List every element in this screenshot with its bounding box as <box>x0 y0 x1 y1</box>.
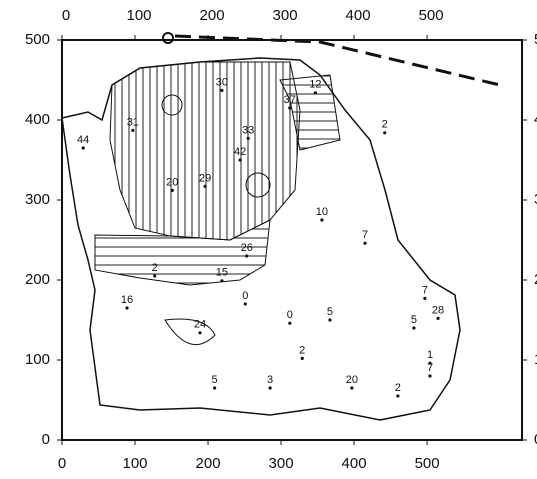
sample-point <box>243 302 247 306</box>
sample-point <box>350 386 354 390</box>
sample-point <box>412 326 416 330</box>
sample-point <box>320 218 324 222</box>
hatched-band <box>94 219 271 286</box>
x-tick-label: 300 <box>269 455 294 472</box>
point-label: 26 <box>241 242 253 254</box>
point-label: 0 <box>287 309 293 321</box>
y-tick-label: 300 <box>534 191 537 208</box>
sample-point <box>125 306 129 310</box>
sample-point <box>288 321 292 325</box>
x-tick-label: 500 <box>419 7 444 24</box>
sample-point <box>131 128 135 132</box>
marker <box>162 32 174 44</box>
point-label: 7 <box>362 229 368 241</box>
sample-point <box>245 254 249 258</box>
plot-frame <box>61 39 523 441</box>
sample-point <box>396 394 400 398</box>
point-label: 30 <box>216 76 228 88</box>
contour <box>161 94 183 116</box>
sample-point <box>288 106 292 110</box>
point-label: 5 <box>327 306 333 318</box>
hatched-band <box>279 74 341 151</box>
sample-point <box>246 136 250 140</box>
hatched-area <box>109 61 301 241</box>
sample-point <box>328 318 332 322</box>
sample-point <box>220 279 224 283</box>
sample-point <box>268 386 272 390</box>
point-label: 15 <box>216 267 228 279</box>
point-label: 10 <box>316 206 328 218</box>
sample-point <box>300 356 304 360</box>
track-line <box>174 34 501 87</box>
sample-point <box>436 316 440 320</box>
x-tick-label: 200 <box>196 455 221 472</box>
point-label: 5 <box>411 314 417 326</box>
point-label: 37 <box>284 94 296 106</box>
y-tick-label: 100 <box>25 351 50 368</box>
y-tick-label: 400 <box>25 111 50 128</box>
sample-point <box>428 374 432 378</box>
sample-point <box>238 158 242 162</box>
contour <box>245 172 271 198</box>
point-label: 33 <box>242 124 254 136</box>
point-label: 44 <box>77 134 89 146</box>
sample-point <box>363 241 367 245</box>
sample-point <box>383 131 387 135</box>
y-tick-label: 0 <box>42 431 50 448</box>
point-label: 0 <box>242 290 248 302</box>
sample-point <box>170 188 174 192</box>
sample-point <box>213 386 217 390</box>
point-label: 16 <box>121 294 133 306</box>
point-label: 2 <box>395 382 401 394</box>
point-label: 5 <box>212 374 218 386</box>
point-label: 42 <box>234 146 246 158</box>
sample-point <box>428 361 432 365</box>
x-tick-label: 300 <box>273 7 298 24</box>
x-tick-label: 500 <box>415 455 440 472</box>
sample-point <box>423 296 427 300</box>
x-tick-label: 100 <box>127 7 152 24</box>
point-label: 7 <box>422 284 428 296</box>
y-tick-label: 100 <box>534 351 537 368</box>
sample-point <box>81 146 85 150</box>
y-tick-label: 200 <box>25 271 50 288</box>
x-tick-label: 0 <box>58 455 66 472</box>
x-tick-label: 100 <box>123 455 148 472</box>
x-tick-label: 400 <box>342 455 367 472</box>
x-tick-label: 400 <box>346 7 371 24</box>
sample-point <box>313 91 317 95</box>
point-label: 2 <box>152 262 158 274</box>
y-tick-label: 200 <box>534 271 537 288</box>
point-label: 2 <box>299 344 305 356</box>
point-label: 31 <box>127 116 139 128</box>
point-label: 20 <box>166 176 178 188</box>
sample-point <box>198 331 202 335</box>
point-label: 29 <box>199 172 211 184</box>
point-label: 28 <box>432 304 444 316</box>
point-label: 7 <box>427 362 433 374</box>
x-tick-label: 200 <box>200 7 225 24</box>
x-tick-label: 0 <box>62 7 70 24</box>
y-tick-label: 500 <box>534 31 537 48</box>
y-tick-label: 500 <box>25 31 50 48</box>
contour <box>164 318 216 345</box>
y-tick-label: 0 <box>534 431 537 448</box>
y-tick-label: 400 <box>534 111 537 128</box>
point-label: 24 <box>194 319 206 331</box>
sample-point <box>220 88 224 92</box>
sample-point <box>153 274 157 278</box>
point-label: 12 <box>309 79 321 91</box>
point-label: 1 <box>427 349 433 361</box>
y-tick-label: 300 <box>25 191 50 208</box>
point-label: 20 <box>346 374 358 386</box>
sample-point <box>203 184 207 188</box>
point-label: 3 <box>267 374 273 386</box>
point-label: 2 <box>382 119 388 131</box>
